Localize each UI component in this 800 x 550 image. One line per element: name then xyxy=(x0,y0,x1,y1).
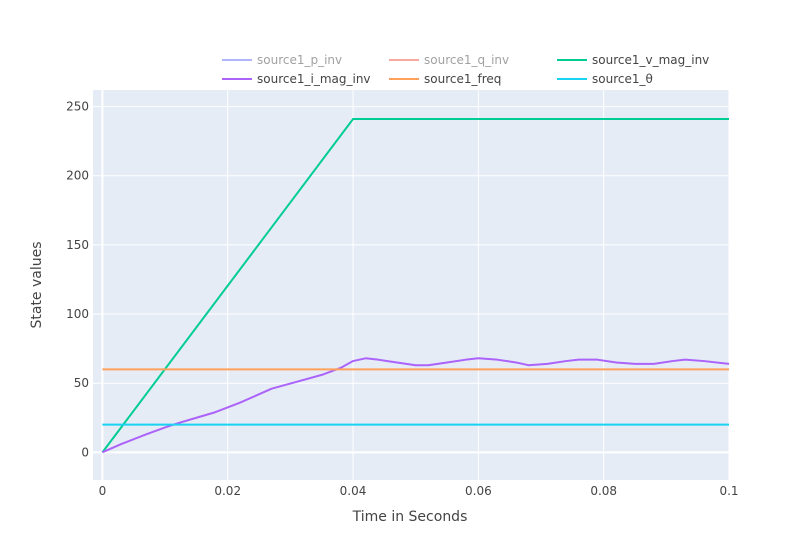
x-axis-title: Time in Seconds xyxy=(352,509,468,525)
legend-item[interactable]: source1_p_inv xyxy=(222,53,342,67)
x-axis-ticks: 0 0.02 0.04 0.06 0.08 0.1 xyxy=(99,484,739,498)
legend-label: source1_q_inv xyxy=(424,53,509,67)
legend-background xyxy=(216,47,730,90)
series-line-source1-i-mag-inv xyxy=(101,357,730,454)
legend-label: source1_freq xyxy=(424,72,501,86)
x-tick-label: 0.04 xyxy=(340,484,367,498)
series-layer xyxy=(101,118,730,454)
x-tick-label: 0.06 xyxy=(465,484,492,498)
legend-label: source1_v_mag_inv xyxy=(592,53,709,67)
y-tick-label: 150 xyxy=(66,238,89,252)
y-tick-label: 50 xyxy=(74,376,89,390)
legend-label: source1_θ xyxy=(592,72,653,86)
legend-item[interactable]: source1_freq xyxy=(389,72,501,86)
legend-label: source1_i_mag_inv xyxy=(257,72,371,86)
x-tick-label: 0 xyxy=(99,484,107,498)
x-tick-label: 0.1 xyxy=(719,484,738,498)
y-tick-label: 0 xyxy=(81,445,89,459)
legend-item[interactable]: source1_q_inv xyxy=(389,53,509,67)
legend-item[interactable]: source1_i_mag_inv xyxy=(222,72,371,86)
plot-background xyxy=(93,90,729,480)
y-tick-label: 200 xyxy=(66,169,89,183)
series-line-source1-v-mag-inv xyxy=(101,118,729,453)
legend-item[interactable]: source1_v_mag_inv xyxy=(557,53,709,67)
y-tick-label: 250 xyxy=(66,100,89,114)
legend[interactable]: source1_p_inv source1_q_inv source1_v_mag_… xyxy=(216,47,730,90)
y-tick-label: 100 xyxy=(66,307,89,321)
y-axis-ticks: 0 50 100 150 200 250 xyxy=(66,100,89,460)
x-tick-label: 0.02 xyxy=(214,484,241,498)
y-axis-title: State values xyxy=(29,241,45,328)
legend-item[interactable]: source1_θ xyxy=(557,72,653,86)
grid xyxy=(93,90,730,480)
legend-label: source1_p_inv xyxy=(257,53,342,67)
x-tick-label: 0.08 xyxy=(590,484,617,498)
